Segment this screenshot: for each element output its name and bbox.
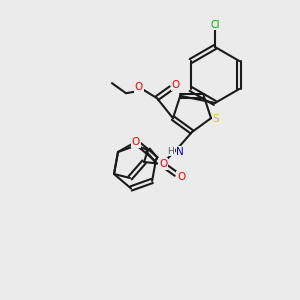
Text: O: O <box>132 137 140 147</box>
Text: O: O <box>172 80 180 90</box>
Text: H: H <box>168 146 174 155</box>
Text: N: N <box>176 147 184 157</box>
Text: Cl: Cl <box>210 20 220 30</box>
Text: O: O <box>135 82 143 92</box>
Text: O: O <box>177 172 185 182</box>
Text: O: O <box>159 159 167 169</box>
Text: S: S <box>213 114 219 124</box>
